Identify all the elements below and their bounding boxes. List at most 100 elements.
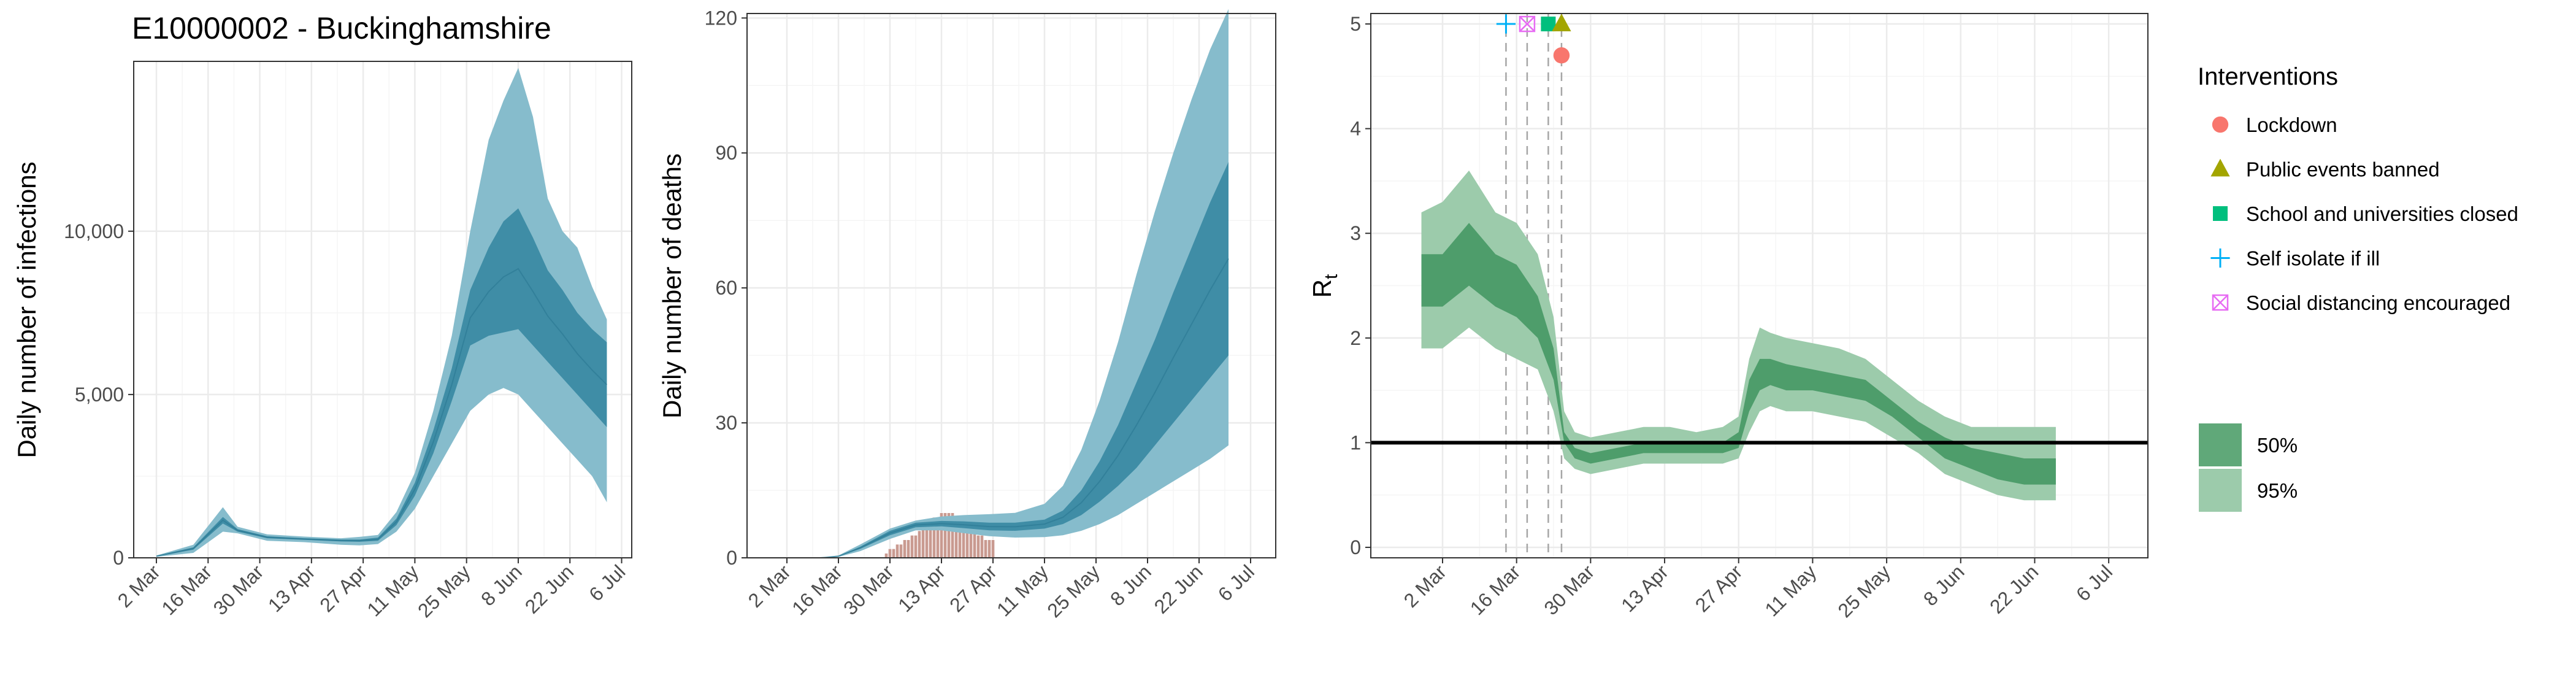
observed-death-bar bbox=[895, 544, 899, 558]
legend-label: School and universities closed bbox=[2246, 203, 2518, 225]
y-tick-label: 2 bbox=[1350, 327, 1361, 349]
y-tick-label: 0 bbox=[113, 547, 124, 569]
x-tick-label: 25 May bbox=[413, 560, 475, 622]
legend-key-boxx-box bbox=[2212, 294, 2229, 311]
legend-key-plus bbox=[2210, 248, 2230, 268]
intervention-marker-triangle bbox=[1552, 14, 1571, 32]
observed-death-bar bbox=[984, 539, 987, 558]
observed-death-bar bbox=[910, 535, 914, 558]
observed-death-bar bbox=[907, 539, 910, 558]
legend-key-triangle bbox=[2210, 158, 2230, 177]
legend-key-circle bbox=[2212, 116, 2229, 133]
x-tick-label: 6 Jul bbox=[1214, 560, 1259, 605]
deaths-y-axis-label: Daily number of deaths bbox=[657, 153, 686, 419]
y-tick-label: 4 bbox=[1350, 118, 1361, 140]
observed-death-bar bbox=[991, 539, 995, 558]
intervention-marker-boxx-box bbox=[1519, 15, 1536, 33]
x-tick-label: 22 Jun bbox=[521, 560, 578, 617]
deaths-panel-border bbox=[746, 13, 1276, 558]
legend-interval-swatch bbox=[2199, 469, 2242, 512]
x-tick-label: 13 Apr bbox=[264, 560, 320, 616]
band-95 bbox=[156, 68, 607, 557]
rt-panel: 0 1 2 3 4 5 2 Mar 16 Mar 30 Mar 13 Apr 27 Apr 11 M… bbox=[1308, 13, 2149, 622]
x-tick-label: 16 Mar bbox=[1466, 560, 1525, 619]
band-50 bbox=[1421, 223, 2056, 485]
x-tick-label: 11 May bbox=[992, 560, 1052, 620]
intervention-marker-plus bbox=[1496, 14, 1516, 34]
x-tick-label: 30 Mar bbox=[1539, 560, 1598, 619]
legend-key-boxx bbox=[2212, 294, 2229, 311]
x-tick-label: 6 Jul bbox=[585, 560, 629, 605]
observed-death-bar bbox=[903, 539, 907, 558]
legend-label: Self isolate if ill bbox=[2246, 247, 2380, 270]
observed-death-bar bbox=[899, 544, 903, 558]
legend-label: Public events banned bbox=[2246, 158, 2440, 181]
median-line bbox=[156, 268, 608, 557]
rt-data bbox=[1371, 14, 2148, 558]
observed-death-bar bbox=[980, 535, 984, 558]
observed-death-bar bbox=[892, 549, 895, 558]
observed-death-bar bbox=[976, 535, 980, 558]
band-50 bbox=[156, 208, 607, 557]
x-tick-label: 16 Mar bbox=[157, 560, 216, 619]
x-tick-label: 6 Jul bbox=[2072, 560, 2117, 605]
x-tick-label: 25 May bbox=[1833, 560, 1895, 622]
x-tick-label: 22 Jun bbox=[1150, 560, 1207, 617]
x-tick-label: 22 Jun bbox=[1985, 560, 2042, 617]
legend-intervals: 50% 95% bbox=[2199, 423, 2298, 512]
y-tick-label: 60 bbox=[715, 277, 737, 299]
x-tick-label: 13 Apr bbox=[894, 560, 949, 616]
intervention-marker-square bbox=[1541, 17, 1556, 32]
x-tick-label: 8 Jun bbox=[1919, 560, 1969, 610]
x-tick-label: 2 Mar bbox=[1400, 560, 1451, 612]
deaths-y-ticks: 0 30 60 90 120 bbox=[705, 7, 747, 569]
x-tick-label: 11 May bbox=[362, 560, 423, 620]
legend-label: Social distancing encouraged bbox=[2246, 291, 2510, 314]
legend-title: Interventions bbox=[2198, 63, 2338, 90]
rt-x-ticks: 2 Mar 16 Mar 30 Mar 13 Apr 27 Apr 11 May 25 Ma… bbox=[1400, 558, 2117, 622]
infections-data bbox=[156, 68, 608, 557]
median-line bbox=[819, 258, 1229, 558]
legend-interval-label: 95% bbox=[2257, 479, 2298, 502]
x-tick-label: 8 Jun bbox=[1106, 560, 1156, 610]
x-tick-label: 30 Mar bbox=[209, 560, 268, 619]
rt-y-axis-label-main: R bbox=[1308, 279, 1336, 298]
observed-death-bar bbox=[884, 553, 888, 558]
y-tick-label: 90 bbox=[715, 142, 737, 164]
observed-death-bar bbox=[888, 549, 892, 558]
intervention-marker-boxx-d2 bbox=[1519, 16, 1535, 32]
observed-death-bar bbox=[969, 530, 973, 558]
y-tick-label: 0 bbox=[726, 547, 737, 569]
observed-death-bar bbox=[914, 535, 918, 558]
x-tick-label: 27 Apr bbox=[1691, 560, 1747, 616]
legend-key-square bbox=[2213, 206, 2228, 221]
deaths-data bbox=[819, 9, 1229, 558]
x-tick-label: 30 Mar bbox=[839, 560, 898, 619]
intervention-marker-circle bbox=[1553, 47, 1570, 64]
rt-panel-border bbox=[1370, 13, 2149, 558]
y-tick-label: 30 bbox=[715, 412, 737, 434]
legend-interval-swatch bbox=[2199, 423, 2242, 466]
y-tick-label: 120 bbox=[705, 7, 737, 29]
legend: Interventions Lockdown Public events bann… bbox=[2198, 63, 2518, 512]
rt-y-axis-label: Rt bbox=[1308, 274, 1341, 298]
rt-y-ticks: 0 1 2 3 4 5 bbox=[1350, 13, 1371, 558]
legend-label: Lockdown bbox=[2246, 114, 2337, 136]
legend-items: Lockdown Public events banned School and u… bbox=[2210, 114, 2518, 314]
infections-panel: E10000002 - Buckinghamshire 0 5,000 10,000… bbox=[12, 11, 632, 622]
observed-death-bar bbox=[973, 530, 976, 558]
observed-death-bar bbox=[918, 530, 921, 558]
band-50 bbox=[820, 161, 1229, 558]
legend-key-boxx-d2 bbox=[2212, 295, 2228, 311]
legend-interval-label: 50% bbox=[2257, 434, 2298, 457]
y-tick-label: 5,000 bbox=[75, 384, 124, 406]
infections-y-axis-label: Daily number of infections bbox=[12, 161, 41, 458]
rt-y-axis-label-subscript: t bbox=[1321, 274, 1341, 279]
chart-title: E10000002 - Buckinghamshire bbox=[132, 11, 551, 45]
observed-death-bar bbox=[987, 539, 991, 558]
y-tick-label: 0 bbox=[1350, 536, 1361, 558]
